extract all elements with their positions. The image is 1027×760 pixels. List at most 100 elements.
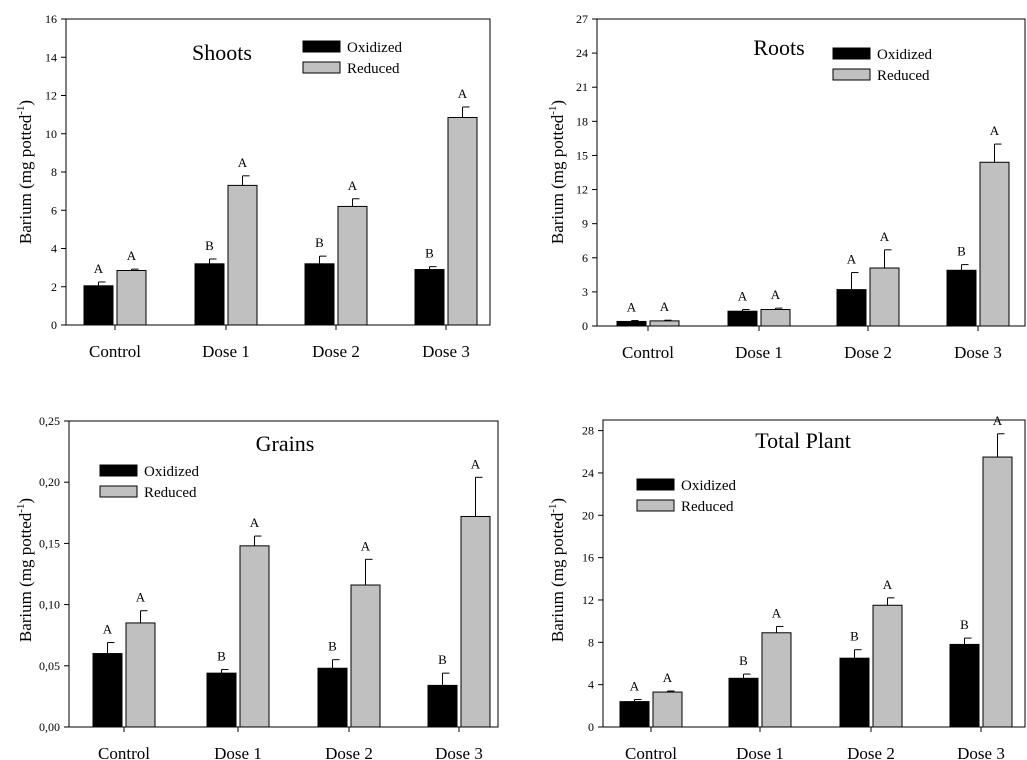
x-tick-label: Dose 1 — [735, 343, 783, 362]
bar-reduced-control — [652, 691, 683, 728]
bar-oxidized-dose-3 — [427, 684, 458, 728]
chart-panel-grains: 0,00 0,05 0,10 0,15 0,20 0,25 Control A A Dose 1 B… — [15, 414, 499, 760]
legend-label-reduced: Reduced — [877, 68, 930, 84]
legend-swatch-reduced — [832, 68, 871, 81]
y-axis-label-close: ) — [548, 498, 567, 504]
x-tick-label: Dose 3 — [422, 342, 470, 361]
y-tick-label: 0 — [588, 720, 594, 734]
bar-reduced-dose-2 — [872, 604, 903, 728]
significance-label: B — [438, 652, 447, 667]
significance-label: A — [103, 622, 113, 637]
x-tick-label: Control — [625, 744, 677, 760]
significance-label: A — [993, 413, 1003, 428]
y-tick-label: 6 — [51, 203, 57, 217]
significance-label: A — [738, 289, 748, 304]
y-axis-label-close: ) — [16, 100, 35, 106]
y-axis-label-text: Barium (mg potted — [548, 512, 567, 642]
legend-label-oxidized: Oxidized — [144, 464, 199, 480]
legend-swatch-reduced — [636, 499, 675, 512]
significance-label: B — [315, 235, 324, 250]
bar-reduced-control — [649, 320, 680, 327]
significance-label: A — [127, 248, 137, 263]
x-tick-label: Dose 1 — [202, 342, 250, 361]
bar-oxidized-dose-3 — [414, 269, 445, 326]
y-axis-label-superscript: -1 — [547, 504, 559, 513]
y-axis-label-text: Barium (mg potted — [16, 512, 35, 642]
y-axis-label: Barium (mg potted-1) — [547, 100, 567, 244]
significance-label: A — [663, 670, 673, 685]
significance-label: A — [771, 287, 781, 302]
x-tick-label: Dose 1 — [736, 744, 784, 760]
significance-label: B — [739, 653, 748, 668]
bar-reduced-dose-2 — [350, 584, 381, 728]
x-tick-label: Control — [622, 343, 674, 362]
y-tick-label: 16 — [582, 551, 594, 565]
legend-swatch-reduced — [99, 485, 138, 498]
y-axis-label-text: Barium (mg potted — [548, 114, 567, 244]
bar-reduced-dose-2 — [869, 267, 900, 327]
bar-reduced-dose-1 — [761, 632, 792, 728]
panel-title: Shoots — [192, 40, 252, 65]
bar-reduced-control — [116, 269, 147, 326]
x-tick-label: Dose 2 — [844, 343, 892, 362]
significance-label: A — [348, 178, 358, 193]
bar-oxidized-control — [83, 285, 114, 326]
x-tick-label: Dose 3 — [954, 343, 1002, 362]
plot-frame — [68, 420, 499, 728]
bar-reduced-dose-1 — [760, 309, 791, 327]
bar-oxidized-dose-2 — [839, 657, 870, 728]
significance-label: A — [883, 577, 893, 592]
legend-label-oxidized: Oxidized — [347, 40, 402, 56]
y-axis-label-text: Barium (mg potted — [16, 114, 35, 244]
significance-label: B — [328, 639, 337, 654]
bar-reduced-dose-1 — [239, 545, 270, 728]
legend-label-reduced: Reduced — [681, 499, 734, 515]
y-tick-label: 24 — [582, 466, 594, 480]
bar-oxidized-control — [616, 320, 647, 327]
y-tick-label: 0,00 — [39, 720, 60, 734]
y-tick-label: 12 — [582, 593, 594, 607]
y-tick-label: 3 — [582, 285, 588, 299]
plot-frame — [596, 18, 1026, 327]
y-axis-label-superscript: -1 — [15, 504, 27, 513]
chart-panel-shoots: 0 2 4 6 8 10 12 14 16 Control A A Dose 1 B A Dose 2 B A Do… — [15, 12, 491, 361]
y-tick-label: 20 — [582, 508, 594, 522]
legend-swatch-oxidized — [636, 478, 675, 491]
y-axis-label-superscript: -1 — [547, 106, 559, 115]
y-tick-label: 12 — [45, 89, 57, 103]
y-tick-label: 18 — [576, 114, 588, 128]
significance-label: B — [957, 244, 966, 259]
y-tick-label: 24 — [576, 46, 588, 60]
legend-label-reduced: Reduced — [347, 61, 400, 77]
legend-swatch-oxidized — [302, 40, 341, 53]
bar-oxidized-dose-3 — [946, 269, 977, 327]
significance-label: A — [471, 456, 481, 471]
significance-label: A — [627, 300, 637, 315]
significance-label: A — [990, 123, 1000, 138]
y-tick-label: 0,10 — [39, 598, 60, 612]
y-tick-label: 10 — [45, 127, 57, 141]
significance-label: B — [850, 629, 859, 644]
y-tick-label: 14 — [45, 50, 57, 64]
x-tick-label: Dose 2 — [847, 744, 895, 760]
panel-title: Grains — [256, 431, 315, 456]
significance-label: A — [630, 678, 640, 693]
bar-reduced-dose-3 — [460, 515, 491, 728]
y-tick-label: 0 — [51, 318, 57, 332]
bar-oxidized-dose-2 — [836, 289, 867, 327]
panel-title: Roots — [753, 35, 804, 60]
y-axis-label: Barium (mg potted-1) — [15, 498, 35, 642]
significance-label: A — [660, 299, 670, 314]
y-tick-label: 12 — [576, 183, 588, 197]
bar-oxidized-dose-1 — [728, 677, 759, 728]
y-axis-label-superscript: -1 — [15, 106, 27, 115]
y-axis-label-close: ) — [548, 100, 567, 106]
y-tick-label: 15 — [576, 148, 588, 162]
bar-reduced-control — [125, 622, 156, 728]
legend-swatch-oxidized — [99, 464, 138, 477]
significance-label: A — [458, 86, 468, 101]
plot-frame — [602, 419, 1026, 728]
significance-label: B — [205, 238, 214, 253]
legend-swatch-reduced — [302, 61, 341, 74]
